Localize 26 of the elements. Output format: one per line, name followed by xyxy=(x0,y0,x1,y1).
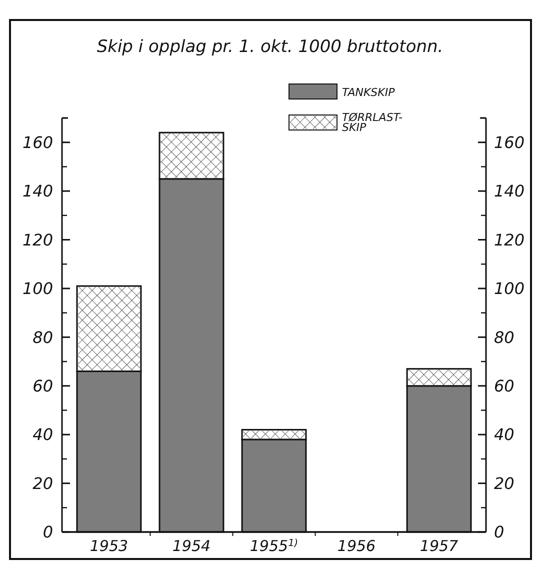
y2-tick-label: 120 xyxy=(494,230,525,250)
y2-tick-label: 140 xyxy=(494,182,525,201)
x-tick-label: 1955$^{1)}$ xyxy=(250,537,298,555)
y-tick-label: 100 xyxy=(22,279,53,298)
x-tick-label: 1956 xyxy=(337,537,376,555)
y2-tick-label: 100 xyxy=(494,279,525,298)
y-tick-label: 80 xyxy=(32,328,53,347)
y-tick-label: 140 xyxy=(22,182,53,201)
y-tick-label: 0 xyxy=(42,522,53,542)
y2-tick-label: 0 xyxy=(494,522,504,542)
y-tick-label: 60 xyxy=(32,376,53,396)
y2-tick-label: 40 xyxy=(494,425,514,444)
y-tick-label: 40 xyxy=(32,425,53,444)
y2-tick-label: 80 xyxy=(494,328,514,347)
x-tick-label: 1953 xyxy=(90,537,128,555)
y-tick-label: 20 xyxy=(32,474,53,493)
chart-title: Skip i opplag pr. 1. okt. 1000 bruttotonn. xyxy=(96,37,444,57)
x-tick-label: 1954 xyxy=(172,537,211,555)
y2-tick-label: 20 xyxy=(494,474,514,493)
y2-tick-label: 60 xyxy=(494,376,514,396)
y-tick-label: 160 xyxy=(22,132,53,152)
y-tick-label: 120 xyxy=(22,230,53,250)
legend-label: TANKSKIP xyxy=(342,86,396,99)
x-tick-label: 1957 xyxy=(420,537,459,555)
legend-label: TØRRLAST-SKIP xyxy=(342,111,402,134)
y2-tick-label: 160 xyxy=(494,132,525,152)
